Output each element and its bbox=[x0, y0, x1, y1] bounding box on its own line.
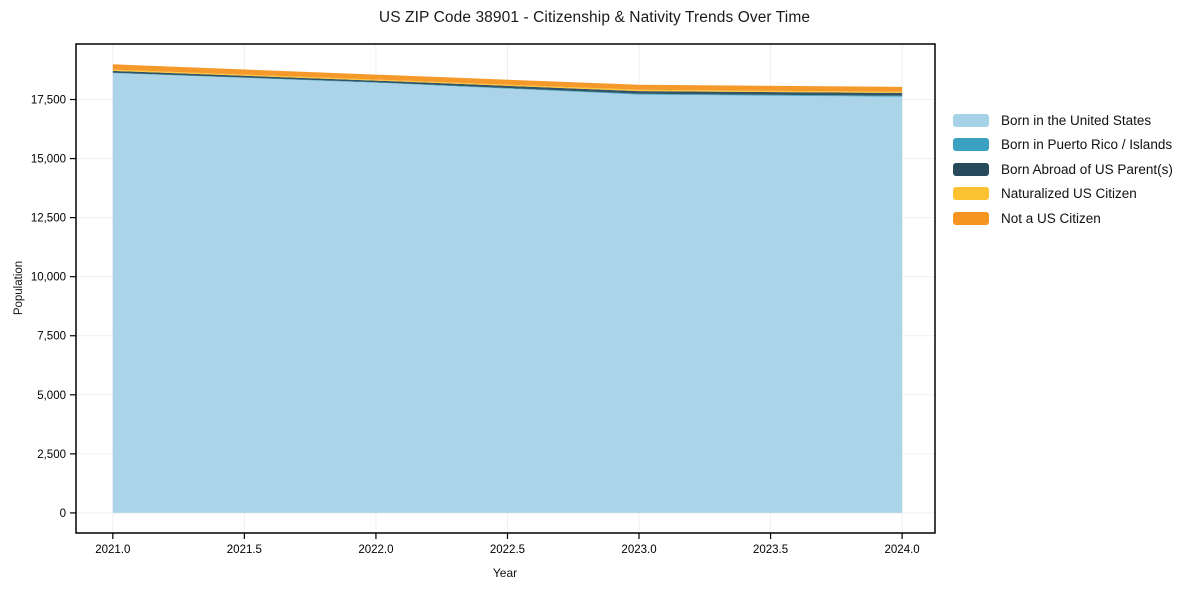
area-series-0 bbox=[112, 73, 903, 513]
chart-title: US ZIP Code 38901 - Citizenship & Nativi… bbox=[378, 9, 811, 26]
legend-item-born-pr: Born in Puerto Rico / Islands bbox=[953, 133, 1173, 158]
x-tick-label: 2021.5 bbox=[227, 544, 262, 556]
legend-label: Born in the United States bbox=[1001, 112, 1152, 128]
legend-label: Not a US Citizen bbox=[1001, 210, 1101, 226]
y-tick-label: 17,500 bbox=[31, 95, 66, 107]
plot-frame bbox=[75, 43, 936, 534]
legend-label: Naturalized US Citizen bbox=[1001, 186, 1137, 202]
y-tick-label: 0 bbox=[60, 508, 66, 520]
x-tick-label: 2023.0 bbox=[621, 544, 656, 556]
legend-swatch-born-us bbox=[953, 113, 989, 127]
legend-swatch-born-abroad bbox=[953, 162, 989, 176]
x-tick-label: 2022.0 bbox=[358, 544, 393, 556]
x-axis-title: Year bbox=[492, 566, 518, 580]
x-tick-label: 2023.5 bbox=[753, 544, 788, 556]
y-tick-label: 5,000 bbox=[37, 390, 66, 402]
x-tick-label: 2024.0 bbox=[885, 544, 920, 556]
y-tick-label: 12,500 bbox=[31, 213, 66, 225]
x-tick-label: 2022.5 bbox=[490, 544, 525, 556]
x-tick-label: 2021.0 bbox=[95, 544, 130, 556]
legend-item-born-us: Born in the United States bbox=[953, 108, 1173, 133]
y-tick-label: 10,000 bbox=[31, 272, 66, 284]
y-tick-label: 2,500 bbox=[37, 449, 66, 461]
legend-label: Born Abroad of US Parent(s) bbox=[1001, 161, 1173, 177]
y-tick-label: 15,000 bbox=[31, 154, 66, 166]
chart-legend: Born in the United States Born in Puerto… bbox=[953, 108, 1173, 231]
area-series-2 bbox=[112, 70, 903, 96]
legend-item-not-citizen: Not a US Citizen bbox=[953, 206, 1173, 231]
y-tick-label: 7,500 bbox=[37, 331, 66, 343]
legend-label: Born in Puerto Rico / Islands bbox=[1001, 137, 1173, 153]
legend-swatch-born-pr bbox=[953, 138, 989, 152]
legend-item-naturalized: Naturalized US Citizen bbox=[953, 182, 1173, 207]
legend-swatch-not-citizen bbox=[953, 211, 989, 225]
area-series-4 bbox=[112, 64, 903, 92]
legend-item-born-abroad: Born Abroad of US Parent(s) bbox=[953, 157, 1173, 182]
legend-swatch-naturalized bbox=[953, 187, 989, 201]
